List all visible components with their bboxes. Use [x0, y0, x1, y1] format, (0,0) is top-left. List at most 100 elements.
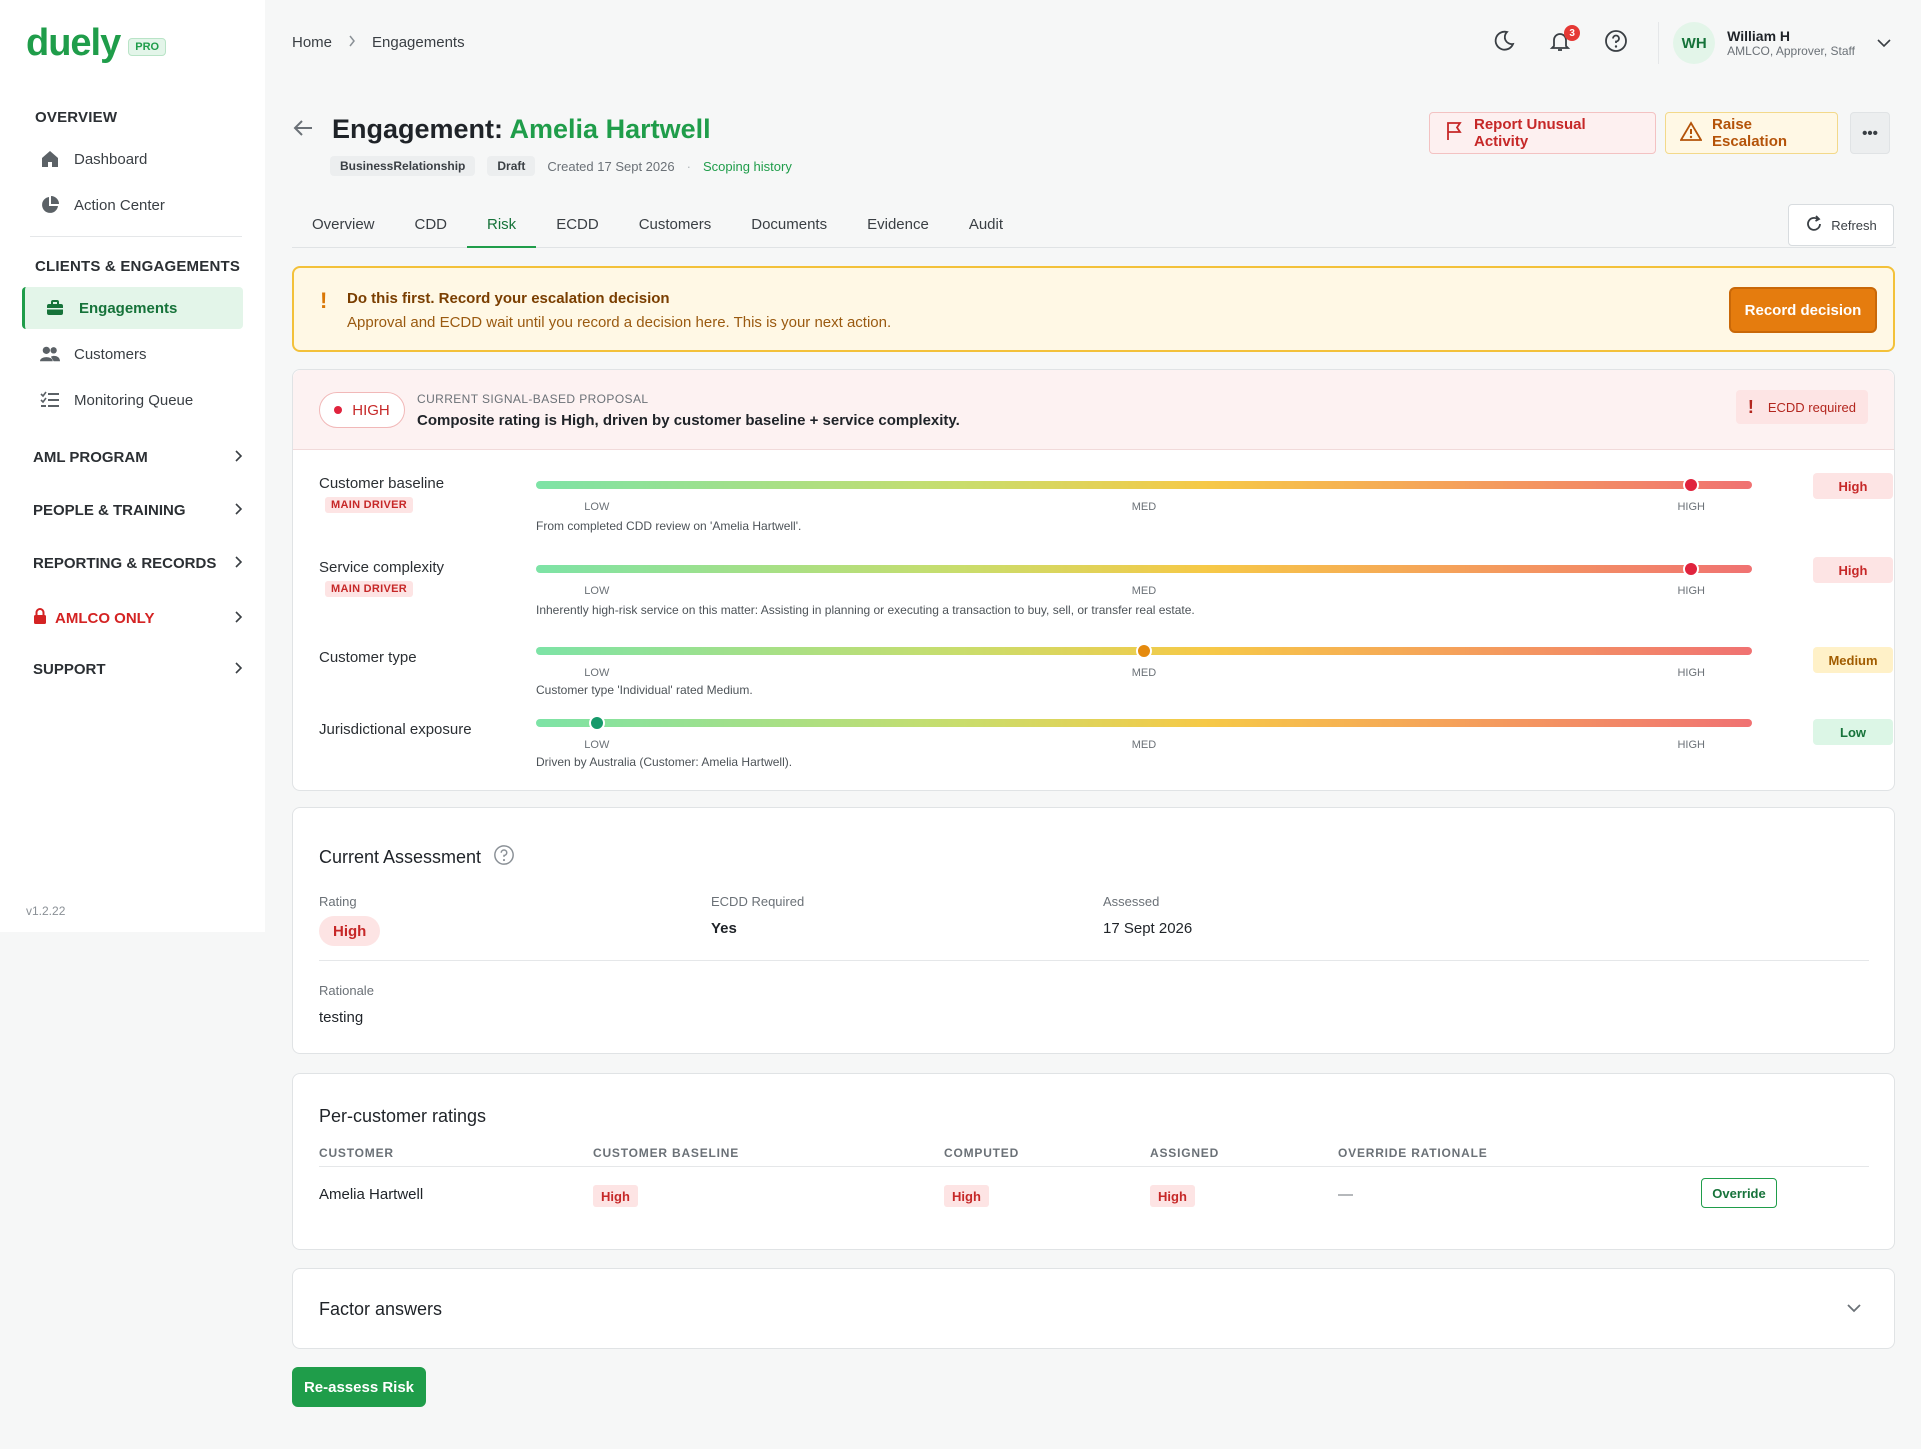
ecdd-required-text: ECDD required [1767, 399, 1856, 415]
factor-answers-accordion[interactable]: Factor answers [292, 1268, 1895, 1349]
tab-ecdd[interactable]: ECDD [556, 216, 599, 233]
reassess-risk-button[interactable]: Re-assess Risk [292, 1367, 426, 1407]
factor-rating-badge: High [1813, 557, 1893, 583]
cell-assigned-badge: High [1150, 1185, 1195, 1207]
cell-computed-badge: High [944, 1185, 989, 1207]
button-label: Raise Escalation [1712, 116, 1788, 150]
tick-low: LOW [584, 667, 610, 679]
scoping-history-link[interactable]: Scoping history [702, 158, 792, 174]
type-chip: BusinessRelationship [330, 156, 476, 176]
tick-low: LOW [584, 585, 610, 597]
user-role: AMLCO, Approver, Staff [1727, 44, 1855, 58]
tick-high: HIGH [1677, 501, 1705, 513]
tab-documents[interactable]: Documents [751, 216, 828, 233]
tick-med: MED [1131, 739, 1157, 751]
back-button[interactable] [292, 118, 314, 142]
rating-dot [334, 406, 343, 414]
exclamation-icon: ! [320, 288, 328, 313]
meta-separator: · [686, 158, 691, 174]
factor-rating-badge: High [1813, 473, 1893, 499]
record-decision-button[interactable]: Record decision [1729, 287, 1877, 333]
risk-scale-track: LOW MED HIGH [536, 561, 1752, 597]
tab-audit[interactable]: Audit [968, 216, 1004, 233]
report-unusual-activity-button[interactable]: Report Unusual Activity [1429, 112, 1656, 154]
title-engagement-name: Amelia Hartwell [509, 114, 711, 144]
proposal-label: CURRENT SIGNAL-BASED PROPOSAL [417, 392, 649, 406]
help-circle-icon[interactable] [493, 844, 515, 871]
factor-name: Customer baseline [319, 475, 445, 492]
user-menu[interactable]: WH William H AMLCO, Approver, Staff [1658, 22, 1891, 64]
override-button[interactable]: Override [1701, 1178, 1777, 1208]
sidebar-item-dashboard[interactable]: Dashboard [22, 138, 243, 180]
sidebar-group-reporting-records[interactable]: REPORTING & RECORDS [33, 555, 243, 572]
app-version: v1.2.22 [26, 904, 66, 918]
main-driver-badge: MAIN DRIVER [325, 581, 414, 597]
lock-icon [33, 608, 47, 628]
refresh-button[interactable]: Refresh [1788, 204, 1894, 246]
arrow-left-icon [292, 120, 314, 142]
group-label-wrap: AMLCO ONLY [33, 608, 154, 628]
chevron-down-icon [1846, 1301, 1862, 1318]
tick-med: MED [1131, 501, 1157, 513]
rationale-value: testing [319, 1009, 364, 1026]
sidebar-item-monitoring-queue[interactable]: Monitoring Queue [22, 379, 243, 421]
tab-customers[interactable]: Customers [638, 216, 712, 233]
moon-icon [1492, 29, 1516, 57]
dark-mode-toggle[interactable] [1490, 29, 1518, 57]
chevron-right-icon [233, 555, 243, 572]
chevron-right-icon [348, 34, 356, 51]
sidebar-group-amlco-only[interactable]: AMLCO ONLY [33, 608, 243, 628]
group-label: AMLCO ONLY [55, 609, 155, 627]
ecdd-required-label: ECDD Required [711, 894, 805, 909]
sidebar-item-engagements[interactable]: Engagements [22, 287, 243, 329]
notifications-button[interactable]: 3 [1546, 25, 1581, 57]
sidebar-group-aml-program[interactable]: AML PROGRAM [33, 449, 243, 466]
column-header-override-rationale: OVERRIDE RATIONALE [1338, 1146, 1488, 1160]
engagement-meta: BusinessRelationship Draft Created 17 Se… [330, 156, 792, 176]
chevron-right-icon [233, 610, 243, 627]
created-date: Created 17 Sept 2026 [547, 158, 675, 174]
risk-marker [1683, 561, 1700, 577]
factor-description: From completed CDD review on 'Amelia Har… [536, 519, 802, 533]
status-chip: Draft [487, 156, 536, 176]
raise-escalation-button[interactable]: Raise Escalation [1665, 112, 1838, 154]
tab-overview[interactable]: Overview [312, 216, 375, 233]
more-actions-button[interactable]: ••• [1850, 112, 1890, 154]
list-check-icon [40, 390, 60, 410]
factor-rating-badge: Medium [1813, 647, 1893, 673]
risk-scale-track: LOW MED HIGH [536, 715, 1752, 751]
group-label: REPORTING & RECORDS [33, 555, 217, 572]
group-label: SUPPORT [33, 661, 106, 678]
sidebar-item-action-center[interactable]: Action Center [22, 184, 243, 226]
sidebar-group-support[interactable]: SUPPORT [33, 661, 243, 678]
tab-risk[interactable]: Risk [467, 206, 537, 248]
tab-cdd[interactable]: CDD [414, 216, 448, 233]
logo[interactable]: duely PRO [26, 22, 167, 65]
help-button[interactable] [1602, 29, 1630, 57]
tab-evidence[interactable]: Evidence [867, 216, 929, 233]
factor-description: Inherently high-risk service on this mat… [536, 603, 1195, 617]
column-header-customer: CUSTOMER [319, 1146, 394, 1160]
engagement-tabs: Overview CDD Risk ECDD Customers Documen… [292, 206, 1896, 248]
user-name: William H [1727, 28, 1791, 44]
bell-icon [1548, 29, 1572, 57]
sidebar-item-customers[interactable]: Customers [22, 333, 243, 375]
factor-description: Driven by Australia (Customer: Amelia Ha… [536, 755, 793, 769]
alert-title: Do this first. Record your escalation de… [347, 290, 670, 307]
rating-pill: High [319, 916, 381, 946]
brand-name: duely [26, 22, 121, 64]
proposal-text: Composite rating is High, driven by cust… [417, 412, 960, 429]
breadcrumb-home[interactable]: Home [292, 34, 333, 51]
chevron-right-icon [233, 449, 243, 466]
current-assessment-card: Current Assessment Rating High ECDD Requ… [292, 807, 1895, 1054]
ecdd-required-value: Yes [711, 920, 737, 937]
risk-scale-track: LOW MED HIGH [536, 477, 1752, 513]
topbar-actions: 3 WH William H AMLCO, Approver, Staff [1490, 22, 1891, 64]
flag-icon [1444, 121, 1464, 145]
assessment-heading: Current Assessment [319, 844, 515, 871]
sidebar-item-label: Monitoring Queue [74, 391, 194, 409]
tick-high: HIGH [1677, 585, 1705, 597]
sidebar-group-people-training[interactable]: PEOPLE & TRAINING [33, 502, 243, 519]
per-customer-ratings-card: Per-customer ratings CUSTOMER CUSTOMER B… [292, 1073, 1895, 1250]
factor-description: Customer type 'Individual' rated Medium. [536, 683, 753, 697]
